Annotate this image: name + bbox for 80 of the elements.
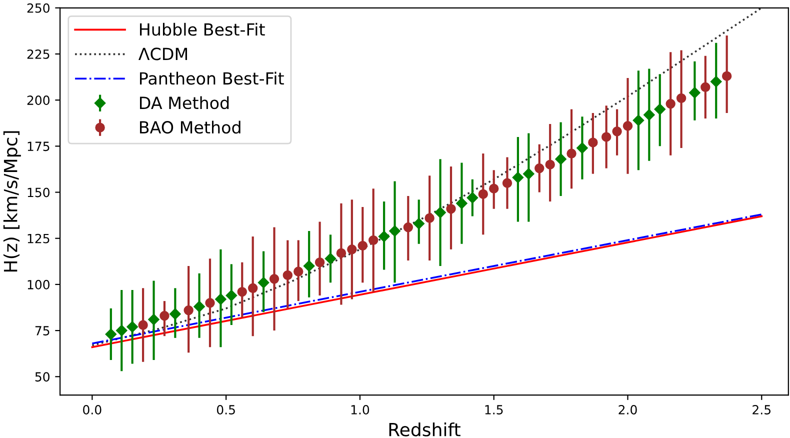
point xyxy=(215,294,226,305)
point xyxy=(389,225,400,237)
point xyxy=(258,277,270,288)
point xyxy=(314,257,325,268)
point xyxy=(523,168,534,180)
point xyxy=(466,192,478,204)
point xyxy=(601,132,612,142)
y-axis-title: H(z) [km/s/Mpc] xyxy=(3,131,21,272)
point xyxy=(424,213,434,223)
point xyxy=(336,248,346,258)
x-tick-label: 0.0 xyxy=(83,405,102,414)
point xyxy=(710,76,722,88)
point xyxy=(689,87,700,98)
point xyxy=(576,142,588,154)
legend-label: ΛCDM xyxy=(138,48,187,60)
point xyxy=(622,121,633,131)
point xyxy=(413,218,424,230)
point xyxy=(269,274,280,284)
point xyxy=(294,266,304,276)
x-axis-title: Redshift xyxy=(389,422,460,436)
point xyxy=(368,235,378,246)
x-tick-label: 2.5 xyxy=(752,405,770,414)
point xyxy=(378,230,390,242)
point xyxy=(160,310,170,321)
point xyxy=(502,178,512,188)
point xyxy=(545,160,555,170)
y-tick-label: 50 xyxy=(35,372,50,382)
legend-label: DA Method xyxy=(140,96,229,110)
point xyxy=(434,206,446,218)
point xyxy=(148,314,160,326)
point xyxy=(644,109,655,120)
point xyxy=(456,198,468,209)
y-tick-label: 75 xyxy=(35,326,50,336)
point xyxy=(237,286,247,297)
point xyxy=(347,244,357,254)
point xyxy=(126,321,138,332)
point xyxy=(358,240,368,251)
point xyxy=(654,104,666,115)
x-tick-label: 2.0 xyxy=(618,405,637,414)
line-series xyxy=(91,8,763,346)
point xyxy=(303,260,315,272)
legend-label: BAO Method xyxy=(140,120,240,134)
y-tick-label: 175 xyxy=(28,142,50,152)
point xyxy=(205,298,215,308)
point xyxy=(184,305,194,316)
point xyxy=(248,283,258,293)
legend-label: Pantheon Best-Fit xyxy=(140,72,284,85)
point xyxy=(512,172,524,184)
point xyxy=(226,290,238,302)
point xyxy=(488,184,499,194)
point xyxy=(700,82,710,92)
point xyxy=(555,153,566,165)
point xyxy=(722,71,732,81)
y-tick-label: 225 xyxy=(27,49,50,59)
legend-label: Hubble Best-Fit xyxy=(140,22,265,36)
y-tick-label: 125 xyxy=(28,234,50,244)
point xyxy=(116,324,128,336)
point xyxy=(676,93,686,104)
point xyxy=(666,98,676,109)
point xyxy=(170,308,181,320)
point xyxy=(446,204,456,214)
point xyxy=(403,222,414,232)
y-tick-label: 100 xyxy=(28,280,50,290)
point xyxy=(105,328,117,340)
point xyxy=(588,138,598,148)
point xyxy=(282,270,293,280)
point xyxy=(324,253,336,264)
point xyxy=(478,189,488,199)
x-tick-label: 1.0 xyxy=(351,405,370,414)
x-tick-label: 0.5 xyxy=(216,405,235,414)
point xyxy=(534,163,544,174)
y-tick-label: 150 xyxy=(28,188,50,198)
y-tick-label: 200 xyxy=(27,96,50,105)
y-tick-label: 250 xyxy=(27,3,50,13)
point xyxy=(138,320,148,330)
point xyxy=(612,126,622,136)
point xyxy=(566,148,576,158)
x-tick-label: 1.5 xyxy=(485,405,503,414)
point xyxy=(632,114,644,126)
point xyxy=(194,300,205,312)
